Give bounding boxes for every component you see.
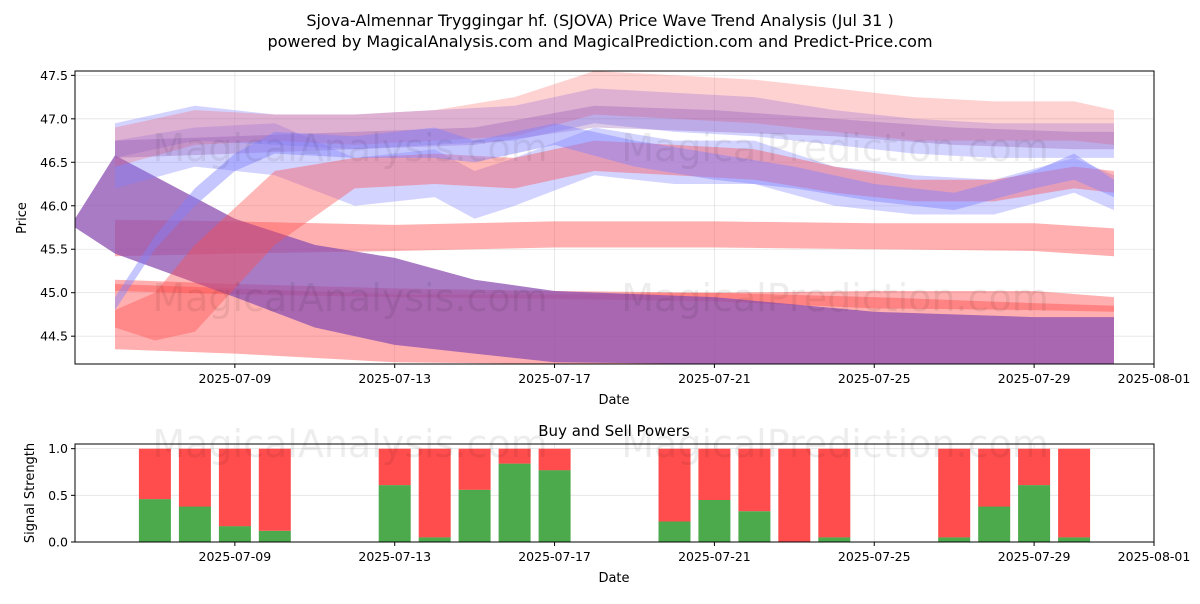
price-x-tick-label: 2025-07-25	[838, 371, 911, 386]
sell-power-bar	[218, 448, 251, 527]
price-x-tick-label: 2025-07-13	[358, 371, 431, 386]
powers-x-tick-label: 2025-08-01	[1118, 549, 1191, 564]
buy-power-bar	[698, 500, 731, 542]
sell-power-bar	[538, 448, 571, 471]
price-band-purple-3	[75, 155, 1114, 364]
price-bands	[75, 71, 1114, 364]
chart-title-line1: Sjova-Almennar Tryggingar hf. (SJOVA) Pr…	[306, 11, 893, 30]
sell-power-bar	[138, 448, 171, 500]
powers-title: Buy and Sell Powers	[538, 422, 690, 440]
watermark-analysis-top: MagicalAnalysis.com	[152, 126, 547, 170]
price-x-tick-label: 2025-07-09	[199, 371, 272, 386]
powers-y-label: Signal Strength	[23, 443, 38, 543]
watermark-prediction-top: MagicalPrediction.com	[621, 126, 1049, 170]
price-y-tick-label: 47.5	[40, 68, 68, 83]
chart-title-line2: powered by MagicalAnalysis.com and Magic…	[267, 32, 932, 51]
buy-power-bar	[458, 489, 491, 542]
price-x-label: Date	[598, 393, 629, 408]
price-band-blue-4	[115, 123, 1114, 219]
powers-y-tick-label: 1.0	[48, 441, 68, 456]
price-y-tick-label: 45.0	[40, 285, 68, 300]
price-x-tick-label: 2025-08-01	[1118, 371, 1191, 386]
powers-y-tick-label: 0.5	[48, 488, 68, 503]
buy-power-bar	[178, 506, 211, 542]
buy-power-bar	[258, 530, 291, 542]
buy-power-bar	[738, 511, 771, 542]
price-x-tick-label: 2025-07-17	[518, 371, 591, 386]
buy-power-bar	[1018, 485, 1051, 542]
powers-bars	[138, 448, 1091, 542]
price-y-tick-label: 47.0	[40, 111, 68, 126]
buy-power-bar	[498, 463, 531, 542]
powers-x-axis: 2025-07-09 2025-07-13 2025-07-17 2025-07-21…	[199, 542, 1191, 564]
price-band-red-8	[115, 140, 1114, 341]
sell-power-bar	[738, 448, 771, 512]
buy-power-bar	[978, 506, 1011, 542]
buy-power-bar	[218, 526, 251, 542]
sell-power-bar	[498, 448, 531, 464]
price-band-purple-7	[115, 105, 1114, 158]
powers-x-tick-label: 2025-07-21	[678, 549, 751, 564]
powers-x-tick-label: 2025-07-09	[199, 549, 272, 564]
powers-plot-frame	[74, 443, 1155, 543]
buy-power-bar	[1058, 537, 1091, 542]
sell-power-bar	[178, 448, 211, 507]
sell-power-bar	[818, 448, 851, 538]
price-y-tick-label: 46.5	[40, 155, 68, 170]
price-y-tick-label: 46.0	[40, 198, 68, 213]
price-plot-frame	[74, 70, 1155, 365]
price-band-blue-5	[115, 88, 1114, 158]
sell-power-bar	[1058, 448, 1091, 538]
price-band-blue-9	[115, 123, 1114, 311]
price-x-tick-label: 2025-07-21	[678, 371, 751, 386]
sell-power-bar	[258, 448, 291, 531]
buy-power-bar	[658, 521, 691, 542]
powers-x-tick-label: 2025-07-17	[518, 549, 591, 564]
buy-power-bar	[538, 470, 571, 542]
sell-power-bar	[378, 448, 411, 486]
powers-x-tick-label: 2025-07-25	[838, 549, 911, 564]
powers-x-tick-label: 2025-07-13	[358, 549, 431, 564]
buy-power-bar	[378, 485, 411, 542]
sell-power-bar	[418, 448, 451, 538]
price-y-axis: 44.5 45.0 45.5 46.0 46.5 47.0 47.5	[40, 68, 75, 344]
price-y-tick-label: 44.5	[40, 329, 68, 344]
powers-x-tick-label: 2025-07-29	[998, 549, 1071, 564]
sell-power-bar	[978, 448, 1011, 507]
watermark-prediction-mid: MagicalPrediction.com	[621, 276, 1049, 320]
buy-power-bar	[818, 537, 851, 542]
powers-y-axis: 0.0 0.5 1.0	[48, 441, 75, 550]
price-band-red-6	[115, 71, 1114, 167]
buy-power-bar	[938, 537, 971, 542]
price-watermarks: MagicalAnalysis.com MagicalPrediction.co…	[152, 126, 1048, 320]
buy-power-bar	[138, 499, 171, 542]
sell-power-bar	[698, 448, 731, 500]
sell-power-bar	[458, 448, 491, 490]
watermark-analysis-mid: MagicalAnalysis.com	[152, 276, 547, 320]
price-y-tick-label: 45.5	[40, 242, 68, 257]
sell-power-bar	[1018, 448, 1051, 486]
sell-power-bar	[658, 448, 691, 522]
sell-power-bar	[778, 448, 811, 542]
price-band-red-0	[115, 219, 1114, 257]
price-x-axis: 2025-07-09 2025-07-13 2025-07-17 2025-07-21…	[199, 364, 1191, 386]
powers-y-tick-label: 0.0	[48, 535, 68, 550]
sell-power-bar	[938, 448, 971, 538]
price-y-label: Price	[15, 202, 30, 234]
price-x-tick-label: 2025-07-29	[998, 371, 1071, 386]
buy-power-bar	[418, 537, 451, 542]
powers-x-label: Date	[598, 571, 629, 586]
